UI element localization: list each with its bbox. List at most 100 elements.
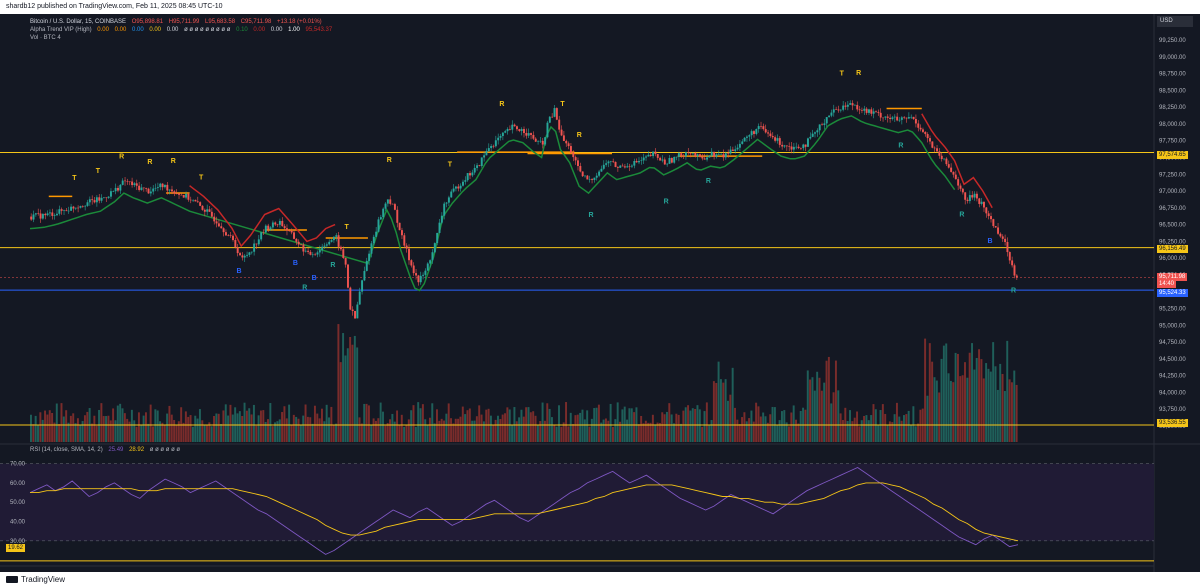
candle-body <box>530 133 533 135</box>
horizontal-levels <box>0 107 1154 426</box>
alpha-trend-resistance-line <box>921 113 993 209</box>
candle-body <box>893 116 896 118</box>
candle-body <box>621 165 624 167</box>
volume-bar <box>241 415 244 442</box>
price-axis-tick: 98,500.00 <box>1159 88 1186 94</box>
volume-bar <box>76 418 79 442</box>
candle-body <box>799 148 802 149</box>
candle-body <box>39 213 42 219</box>
candle-body <box>729 149 732 154</box>
candle-body <box>985 207 988 214</box>
candle-body <box>1004 238 1007 243</box>
volume-bar <box>788 426 790 442</box>
candle-body <box>814 132 816 134</box>
volume-bar <box>612 426 614 442</box>
candle-body <box>152 188 155 192</box>
candle-body <box>210 211 213 217</box>
price-axis-tick: 96,000.00 <box>1159 256 1186 262</box>
volume-bar <box>154 409 157 442</box>
volume-bar <box>417 402 420 442</box>
volume-bar <box>520 409 523 442</box>
candle-body <box>494 140 497 147</box>
candle-body <box>649 154 652 157</box>
candle-body <box>569 146 572 153</box>
volume-bar <box>987 368 990 442</box>
volume-bar <box>952 382 955 442</box>
candle-body <box>220 226 223 229</box>
candle-body <box>368 253 371 261</box>
candle-body <box>720 154 723 155</box>
volume-bar <box>891 422 894 442</box>
volume-bar <box>309 417 312 442</box>
candle-body <box>593 177 596 180</box>
candle-body <box>142 187 145 189</box>
price-axis: 99,250.00 99,000.00 98,750.00 98,500.00 98,2… <box>1159 38 1186 430</box>
indicator-value: ø ø ø ø ø ø ø ø ø <box>184 27 231 33</box>
volume-bar <box>464 414 467 442</box>
volume-bar <box>91 423 93 442</box>
candle-body <box>973 193 976 198</box>
volume-bar <box>471 420 474 442</box>
volume-legend[interactable]: Vol · BTC 4 <box>30 34 65 42</box>
volume-bar <box>231 414 234 442</box>
candle-body <box>546 122 549 138</box>
candle-body <box>140 187 143 190</box>
rsi-legend[interactable]: RSI (14, close, SMA, 14, 2) 25.49 28.92 … <box>30 446 184 454</box>
volume-bar <box>541 402 544 442</box>
volume-bar <box>299 425 302 442</box>
volume-bar <box>954 352 957 442</box>
indicator-legend[interactable]: Alpha Trend VIP (High) 0.00 0.00 0.00 0.… <box>30 26 336 34</box>
symbol-legend[interactable]: Bitcoin / U.S. Dollar, 15, COINBASE O95,… <box>30 18 326 26</box>
volume-bar <box>144 412 147 442</box>
volume-bar <box>349 337 352 442</box>
volume-bar <box>156 410 159 442</box>
candle-body <box>818 124 821 131</box>
candle-body <box>555 108 558 120</box>
volume-bar <box>428 417 431 442</box>
candle-body <box>410 260 413 266</box>
volume-bar <box>367 405 370 442</box>
candle-body <box>551 116 554 118</box>
candle-body <box>525 133 528 136</box>
volume-bar <box>292 414 295 442</box>
indicator-value: 0.00 <box>149 27 162 33</box>
price-pane-bg <box>0 14 1154 444</box>
candle-body <box>886 116 889 118</box>
candle-body <box>133 183 136 186</box>
volume-bar <box>769 414 772 442</box>
candle-body <box>926 134 929 139</box>
candle-body <box>79 206 82 208</box>
volume-bar <box>989 371 992 442</box>
candle-body <box>619 165 622 168</box>
candle-body <box>835 109 838 110</box>
candle-body <box>795 146 798 148</box>
candle-body <box>314 254 317 256</box>
candle-body <box>750 131 753 136</box>
tradingview-logo[interactable]: TradingView <box>6 574 65 586</box>
candle-body <box>860 110 863 111</box>
candle-body <box>534 138 537 142</box>
candle-body <box>330 240 333 242</box>
volume-bar <box>783 410 786 442</box>
volume-bar <box>459 416 462 442</box>
volume-bar <box>764 416 767 442</box>
candle-body <box>63 210 66 211</box>
candle-body <box>675 156 678 158</box>
volume-bar <box>412 405 415 442</box>
candle-body <box>823 123 826 126</box>
volume-bar <box>128 421 131 442</box>
volume-bar <box>435 409 438 442</box>
candle-body <box>269 227 272 230</box>
candle-body <box>919 127 922 130</box>
volume-bar <box>996 389 999 442</box>
volume-bar <box>569 412 572 442</box>
candle-body <box>776 138 779 141</box>
volume-bar <box>710 420 713 442</box>
candle-body <box>717 154 720 155</box>
currency-badge[interactable]: USD <box>1157 16 1193 27</box>
candle-body <box>145 187 148 189</box>
candle-body <box>429 260 432 264</box>
volume-bar <box>726 400 729 442</box>
